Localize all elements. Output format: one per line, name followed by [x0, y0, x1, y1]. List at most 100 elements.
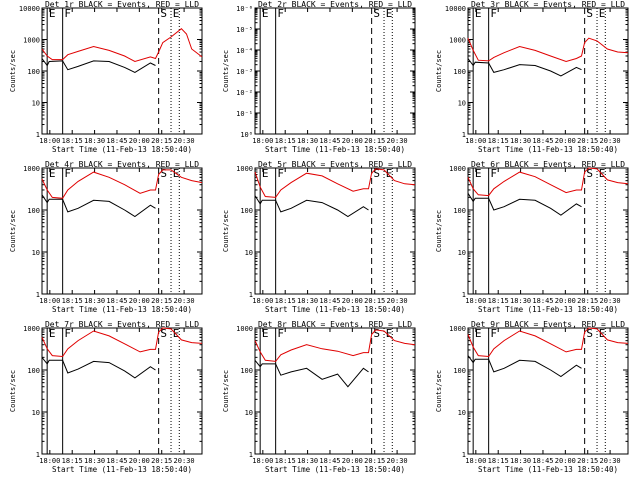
y-tick-label: 100	[453, 207, 466, 215]
y-axis-label: Counts/sec	[222, 50, 230, 92]
x-tick-label: 20:00	[342, 457, 363, 465]
y-tick-label: 1	[249, 291, 253, 299]
marker-label: S	[373, 327, 380, 340]
marker-label: S	[586, 167, 593, 180]
x-tick-label: 18:45	[319, 137, 340, 145]
x-tick-label: 18:15	[275, 297, 296, 305]
x-axis-label: Start Time (11-Feb-13 18:50:40)	[478, 305, 618, 314]
x-tick-label: 20:15	[364, 137, 385, 145]
y-tick-label: 1000	[449, 37, 466, 45]
y-tick-label: 10	[245, 409, 253, 417]
x-tick-label: 18:30	[510, 457, 531, 465]
x-tick-label: 20:00	[129, 137, 150, 145]
x-tick-label: 18:30	[297, 457, 318, 465]
y-tick-label: 10	[458, 249, 466, 257]
y-tick-label: 1	[36, 451, 40, 459]
x-tick-label: 20:00	[555, 137, 576, 145]
y-tick-label: 1000	[23, 325, 40, 333]
plot-frame	[254, 327, 416, 455]
y-tick-label: 10000	[19, 5, 40, 13]
y-tick-label: 10⁰	[240, 131, 253, 139]
marker-label: E	[49, 327, 56, 340]
x-tick-label: 18:45	[106, 137, 127, 145]
chart-title: Det 3r BLACK = Events, RED = LLD	[471, 0, 625, 9]
marker-label: F	[64, 327, 71, 340]
chart-panel: Det 1r BLACK = Events, RED = LLD 1 10 100 10…	[9, 0, 203, 154]
x-tick-label: 20:15	[151, 137, 172, 145]
x-tick-label: 18:15	[275, 457, 296, 465]
lld-series-line	[254, 168, 416, 198]
marker-label: E	[262, 7, 269, 20]
y-tick-label: 1000	[236, 325, 253, 333]
y-tick-label: 10⁻³	[236, 68, 253, 76]
x-tick-label: 18:00	[39, 137, 60, 145]
y-tick-label: 10⁻¹	[236, 110, 253, 118]
marker-label: S	[586, 7, 593, 20]
x-tick-label: 18:30	[297, 137, 318, 145]
x-tick-label: 18:30	[297, 297, 318, 305]
y-axis-label: Counts/sec	[9, 50, 17, 92]
plot-frame	[41, 327, 203, 455]
plot-frame	[41, 167, 203, 295]
y-tick-label: 1000	[449, 165, 466, 173]
x-tick-label: 18:30	[84, 137, 105, 145]
x-tick-label: 18:30	[84, 297, 105, 305]
x-axis-label: Start Time (11-Feb-13 18:50:40)	[478, 145, 618, 154]
y-tick-label: 10	[32, 409, 40, 417]
x-tick-label: 20:15	[577, 137, 598, 145]
x-tick-label: 20:00	[129, 297, 150, 305]
events-series-line	[41, 58, 156, 73]
x-tick-label: 18:00	[39, 297, 60, 305]
x-tick-label: 18:45	[532, 137, 553, 145]
lld-series-line	[41, 169, 203, 199]
chart-title: Det 6r BLACK = Events, RED = LLD	[471, 160, 625, 169]
x-tick-label: 20:00	[342, 297, 363, 305]
x-tick-label: 20:30	[174, 137, 195, 145]
y-tick-label: 10⁻⁵	[236, 26, 253, 34]
x-tick-label: 18:45	[532, 297, 553, 305]
chart-panel: Det 3r BLACK = Events, RED = LLD 1 10 100 10…	[435, 0, 629, 154]
chart-panel: Det 2r BLACK = Events, RED = LLD 10⁰ 10⁻¹ 1…	[222, 0, 416, 154]
x-tick-label: 18:00	[252, 457, 273, 465]
chart-title: Det 5r BLACK = Events, RED = LLD	[258, 160, 412, 169]
x-tick-label: 20:00	[342, 137, 363, 145]
chart-title: Det 1r BLACK = Events, RED = LLD	[45, 0, 199, 9]
x-tick-label: 20:15	[151, 457, 172, 465]
x-tick-label: 20:15	[577, 457, 598, 465]
marker-label: S	[160, 167, 167, 180]
x-tick-label: 18:15	[62, 457, 83, 465]
x-tick-label: 18:30	[84, 457, 105, 465]
x-tick-label: 18:45	[532, 457, 553, 465]
plot-frame	[254, 7, 416, 135]
x-tick-label: 18:00	[252, 297, 273, 305]
y-tick-label: 1	[36, 291, 40, 299]
x-axis-label: Start Time (11-Feb-13 18:50:40)	[52, 305, 192, 314]
chart-title: Det 4r BLACK = Events, RED = LLD	[45, 160, 199, 169]
events-series-line	[467, 58, 582, 77]
y-tick-label: 1	[36, 131, 40, 139]
plot-frame	[467, 327, 629, 455]
lld-series-line	[467, 327, 629, 358]
events-series-line	[254, 359, 369, 388]
x-tick-label: 20:30	[600, 297, 621, 305]
y-tick-label: 10	[458, 409, 466, 417]
marker-label: F	[490, 327, 497, 340]
events-series-line	[41, 194, 156, 218]
marker-label: E	[49, 167, 56, 180]
marker-label: F	[277, 327, 284, 340]
x-axis-label: Start Time (11-Feb-13 18:50:40)	[52, 145, 192, 154]
marker-label: E	[475, 327, 482, 340]
y-tick-label: 100	[27, 68, 40, 76]
x-tick-label: 20:30	[387, 137, 408, 145]
lld-series-line	[41, 327, 203, 358]
marker-label: S	[160, 7, 167, 20]
y-tick-label: 100	[240, 207, 253, 215]
x-tick-label: 20:30	[600, 137, 621, 145]
x-tick-label: 18:00	[39, 457, 60, 465]
y-tick-label: 10	[458, 100, 466, 108]
x-tick-label: 18:00	[465, 457, 486, 465]
x-tick-label: 20:30	[600, 457, 621, 465]
chart-panel: Det 5r BLACK = Events, RED = LLD 1 10 100 10…	[222, 160, 416, 314]
y-tick-label: 1	[462, 451, 466, 459]
events-series-line	[41, 357, 156, 379]
